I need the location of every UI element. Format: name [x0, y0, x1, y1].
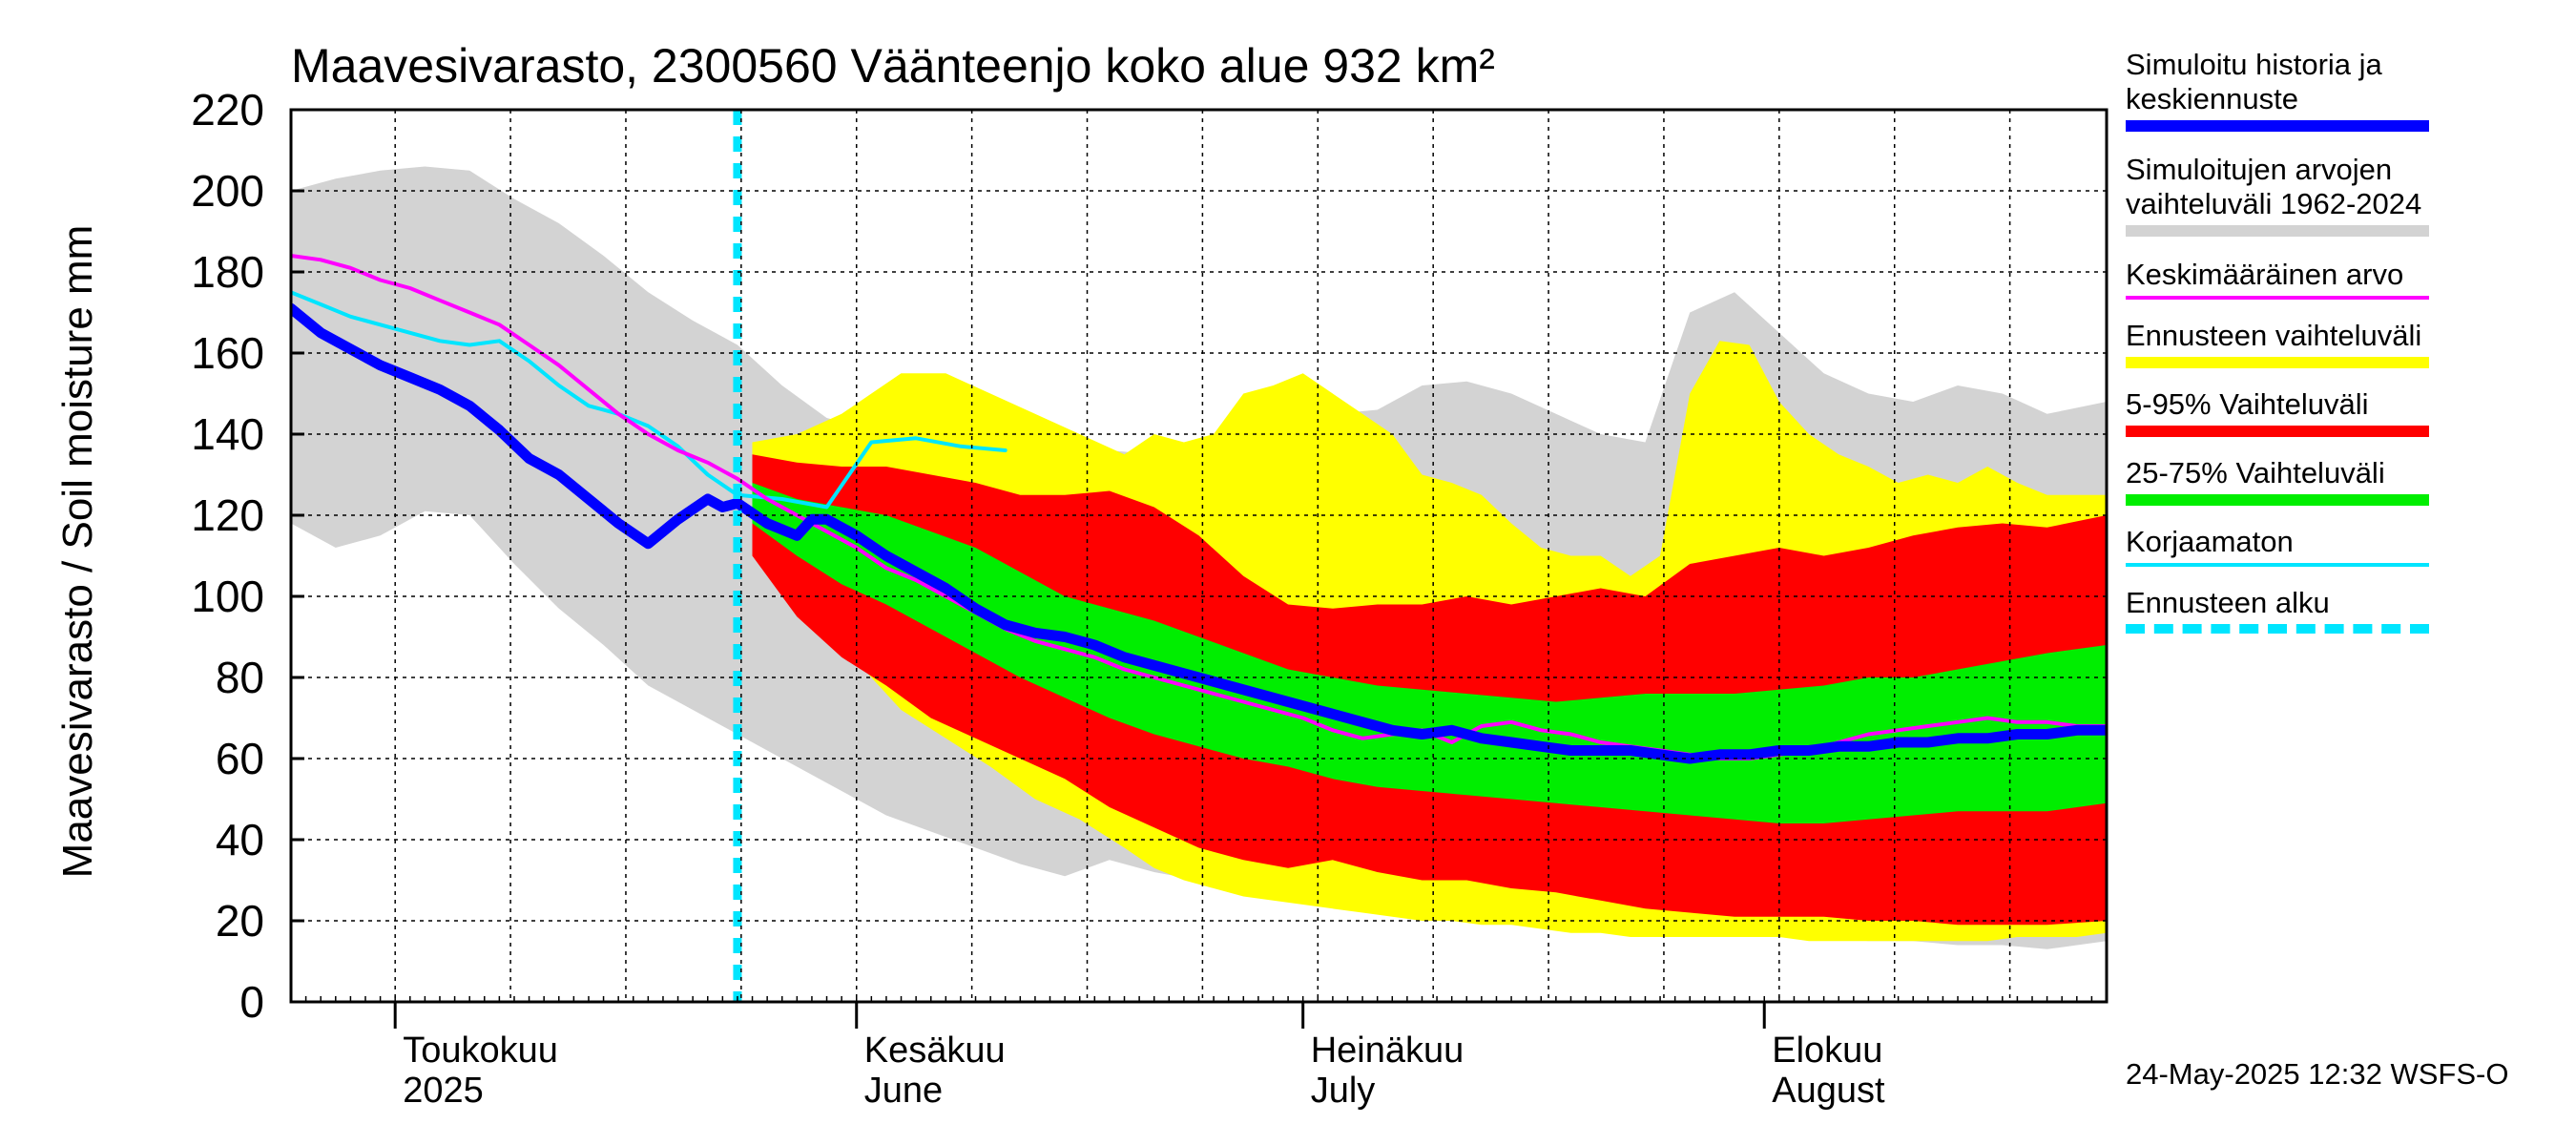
y-tick-label: 80: [216, 653, 264, 702]
grid-group: [291, 110, 2107, 1002]
legend-item: Simuloitujen arvojen vaihteluväli 1962-2…: [2126, 153, 2574, 237]
plot-area: 0 20 40 60 80 100 120 140 160 180 200 220 Toukokuu20…: [191, 85, 2109, 1111]
legend-item: 5-95% Vaihteluväli: [2126, 387, 2574, 437]
legend-swatch: [2126, 563, 2429, 567]
legend-swatch: [2126, 225, 2429, 237]
legend-item: Ennusteen vaihteluväli: [2126, 319, 2574, 368]
legend-swatch: [2126, 120, 2429, 132]
series-group: [291, 110, 2107, 1002]
x-month-sublabel: 2025: [403, 1071, 484, 1111]
y-tick-label: 220: [191, 85, 264, 135]
x-month-sublabel: July: [1311, 1071, 1376, 1111]
legend-label: 25-75% Vaihteluväli: [2126, 456, 2385, 489]
series-line-0: [291, 290, 1008, 510]
x-month-label: Toukokuu: [403, 1030, 558, 1071]
x-month-label: Heinäkuu: [1311, 1030, 1465, 1071]
y-axis-label: Maavesivarasto / Soil moisture mm: [54, 225, 101, 879]
legend-label: Ennusteen alku: [2126, 586, 2330, 619]
y-tick-label: 120: [191, 490, 264, 540]
legend: Simuloitu historia ja keskiennuste Simulo…: [2126, 48, 2574, 653]
y-tick-label: 200: [191, 166, 264, 216]
legend-swatch: [2126, 296, 2429, 300]
legend-label: Korjaamaton: [2126, 525, 2294, 558]
chart-title: Maavesivarasto, 2300560 Väänteenjo koko …: [291, 39, 1495, 93]
y-tick-label: 180: [191, 247, 264, 297]
y-tick-label: 0: [239, 977, 264, 1027]
legend-item: Ennusteen alku: [2126, 586, 2574, 634]
legend-label: 5-95% Vaihteluväli: [2126, 387, 2369, 421]
x-month-label: Elokuu: [1772, 1030, 1882, 1071]
legend-label: Ennusteen vaihteluväli: [2126, 319, 2422, 352]
legend-label: Keskimääräinen arvo: [2126, 258, 2404, 291]
y-tick-label: 160: [191, 328, 264, 378]
y-tick-label: 20: [216, 896, 264, 946]
legend-item: 25-75% Vaihteluväli: [2126, 456, 2574, 506]
x-month-sublabel: June: [864, 1071, 943, 1111]
legend-item: Keskimääräinen arvo: [2126, 258, 2574, 300]
band-3: [752, 483, 2107, 823]
legend-item: Korjaamaton: [2126, 525, 2574, 567]
series-line-2: [291, 302, 2107, 764]
y-tick-label: 140: [191, 409, 264, 459]
x-month-label: Kesäkuu: [864, 1030, 1006, 1071]
y-tick-label: 100: [191, 572, 264, 621]
y-tick-label: 60: [216, 734, 264, 783]
legend-item: Simuloitu historia ja keskiennuste: [2126, 48, 2574, 132]
legend-swatch: [2126, 494, 2429, 506]
legend-swatch: [2126, 624, 2429, 634]
legend-swatch: [2126, 426, 2429, 437]
legend-swatch: [2126, 357, 2429, 368]
legend-label: Simuloitu historia ja keskiennuste: [2126, 48, 2382, 115]
legend-label: Simuloitujen arvojen vaihteluväli 1962-2…: [2126, 153, 2422, 220]
x-month-sublabel: August: [1772, 1071, 1885, 1111]
y-tick-label: 40: [216, 815, 264, 864]
footer-timestamp: 24-May-2025 12:32 WSFS-O: [2126, 1057, 2509, 1091]
